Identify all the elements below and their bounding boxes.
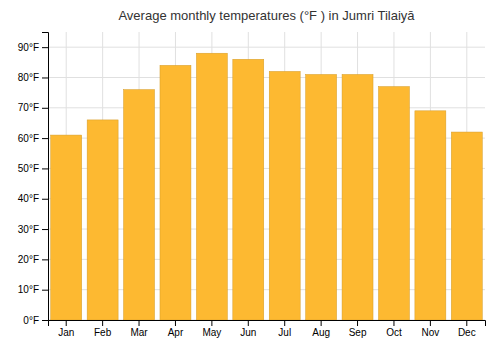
tick: 60°F xyxy=(18,133,48,144)
tick: 80°F xyxy=(18,72,48,83)
tick-mark xyxy=(175,320,176,326)
tick-mark xyxy=(42,138,48,139)
tick-mark xyxy=(42,108,48,109)
bars xyxy=(51,53,483,320)
grid-line xyxy=(48,107,485,108)
tick-label: Jul xyxy=(278,327,291,338)
tick-mark xyxy=(42,168,48,169)
tick: Feb xyxy=(94,320,112,338)
axis-line xyxy=(42,33,49,321)
bar xyxy=(87,120,118,320)
tick-label: Nov xyxy=(421,327,439,338)
chart: 0°F 10°F 20°F 30°F 40°F 50°F 60°F 70°F 80°F 90°F J… xyxy=(0,0,500,350)
bar xyxy=(196,53,227,320)
grid-line xyxy=(48,47,485,48)
tick-label: Apr xyxy=(168,327,184,338)
tick-label: Oct xyxy=(386,327,402,338)
tick-label: Jan xyxy=(58,327,74,338)
tick-mark xyxy=(430,320,431,326)
tick-label: Mar xyxy=(130,327,148,338)
bar xyxy=(160,65,191,320)
axis-line xyxy=(49,321,486,327)
tick-mark xyxy=(393,320,394,326)
tick-label: Dec xyxy=(458,327,476,338)
tick-mark xyxy=(357,320,358,326)
tick: 30°F xyxy=(18,224,48,235)
tick-mark xyxy=(42,290,48,291)
bar xyxy=(233,59,264,320)
tick: 40°F xyxy=(18,193,48,204)
tick: Dec xyxy=(458,320,476,338)
tick-mark xyxy=(139,320,140,326)
tick-label: 0°F xyxy=(23,315,39,326)
tick-mark xyxy=(466,320,467,326)
tick: Oct xyxy=(386,320,402,338)
tick-mark xyxy=(42,320,48,321)
tick-mark xyxy=(42,77,48,78)
tick-label: Sep xyxy=(349,327,367,338)
tick: Mar xyxy=(130,320,148,338)
grid-line xyxy=(48,77,485,78)
tick-label: 80°F xyxy=(18,72,39,83)
bar xyxy=(51,135,82,320)
tick: 0°F xyxy=(23,315,48,326)
tick-mark xyxy=(321,320,322,326)
tick: Apr xyxy=(168,320,184,338)
bar xyxy=(306,74,337,320)
tick-mark xyxy=(102,320,103,326)
chart-container: 0°F 10°F 20°F 30°F 40°F 50°F 60°F 70°F 80°F 90°F J… xyxy=(0,0,500,350)
plot-area: 0°F 10°F 20°F 30°F 40°F 50°F 60°F 70°F 80°F 90°F J… xyxy=(18,32,486,338)
tick: 50°F xyxy=(18,163,48,174)
tick-mark xyxy=(42,47,48,48)
bar xyxy=(342,74,373,320)
tick-mark xyxy=(66,320,67,326)
bar xyxy=(124,90,155,320)
tick: 10°F xyxy=(18,284,48,295)
tick: 20°F xyxy=(18,254,48,265)
tick-label: 60°F xyxy=(18,133,39,144)
y-axis: 0°F 10°F 20°F 30°F 40°F 50°F 60°F 70°F 80°F 90°F xyxy=(18,33,49,326)
grid xyxy=(48,32,485,320)
tick-label: 20°F xyxy=(18,254,39,265)
bar xyxy=(378,87,409,320)
tick-mark xyxy=(42,199,48,200)
tick: Jun xyxy=(240,320,256,338)
tick-mark xyxy=(211,320,212,326)
tick-label: Aug xyxy=(312,327,330,338)
tick-label: 30°F xyxy=(18,224,39,235)
tick-mark xyxy=(42,229,48,230)
bar xyxy=(415,111,446,320)
tick-label: May xyxy=(202,327,221,338)
tick-mark xyxy=(248,320,249,326)
tick: 90°F xyxy=(18,42,48,53)
tick-label: 10°F xyxy=(18,284,39,295)
tick-label: 50°F xyxy=(18,163,39,174)
tick-label: 40°F xyxy=(18,193,39,204)
tick-label: 90°F xyxy=(18,42,39,53)
tick: Sep xyxy=(349,320,367,338)
x-axis: Jan Feb Mar Apr May Jun Jul Aug Sep Oct Nov Dec xyxy=(49,320,486,338)
tick-label: 70°F xyxy=(18,102,39,113)
title: Average monthly temperatures (°F ) in Ju… xyxy=(118,8,415,23)
tick: 70°F xyxy=(18,102,48,113)
bar xyxy=(451,132,482,320)
tick-label: Feb xyxy=(94,327,112,338)
tick: Aug xyxy=(312,320,330,338)
tick: Nov xyxy=(421,320,439,338)
tick: Jul xyxy=(278,320,291,338)
tick-mark xyxy=(42,259,48,260)
tick-label: Jun xyxy=(240,327,256,338)
tick: Jan xyxy=(58,320,74,338)
tick: May xyxy=(202,320,221,338)
tick-mark xyxy=(284,320,285,326)
bar xyxy=(269,71,300,320)
